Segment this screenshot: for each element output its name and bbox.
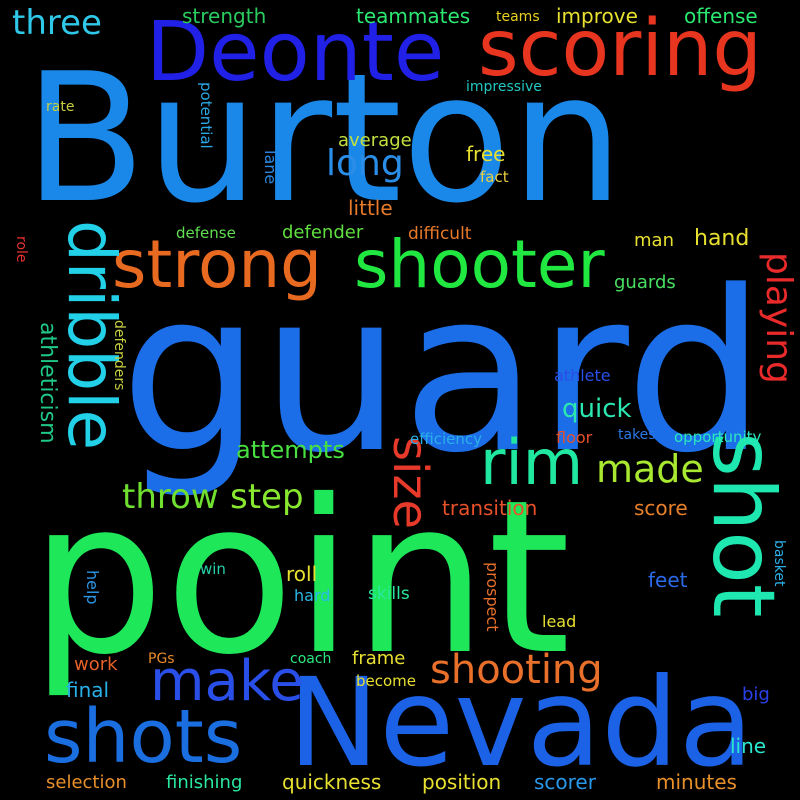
word-defenders: defenders: [111, 320, 127, 391]
word-potential: potential: [197, 82, 215, 149]
word-floor: floor: [556, 428, 593, 447]
word-step: step: [230, 477, 304, 517]
word-hard: hard: [294, 586, 331, 605]
word-minutes: minutes: [656, 770, 737, 794]
word-difficult: difficult: [408, 224, 472, 244]
word-strength: strength: [182, 4, 267, 28]
word-selection: selection: [46, 772, 127, 793]
word-hand: hand: [694, 226, 750, 251]
word-feet: feet: [648, 568, 688, 592]
word-basket: basket: [771, 540, 787, 587]
word-finishing: finishing: [166, 772, 243, 793]
word-pgs: PGs: [148, 651, 175, 667]
word-rate: rate: [46, 99, 75, 115]
word-frame: frame: [352, 648, 406, 669]
word-quick: quick: [562, 394, 632, 424]
word-final: final: [66, 678, 110, 702]
word-guard: guard: [120, 244, 766, 502]
word-lane: lane: [261, 150, 280, 185]
word-nevada: Nevada: [288, 652, 754, 794]
word-free: free: [466, 142, 506, 166]
word-big: big: [742, 684, 770, 705]
word-line: line: [730, 734, 767, 758]
word-burton: Burton: [24, 35, 624, 242]
word-skills: skills: [368, 584, 410, 604]
word-transition: transition: [442, 496, 538, 520]
word-strong: strong: [112, 226, 323, 303]
word-point: point: [30, 454, 571, 701]
word-efficiency: efficiency: [410, 430, 483, 448]
word-little: little: [348, 196, 393, 220]
word-lead: lead: [542, 612, 577, 631]
word-guards: guards: [614, 272, 676, 293]
word-takes: takes: [618, 427, 656, 443]
word-shots: shots: [44, 694, 243, 780]
word-quickness: quickness: [282, 770, 382, 794]
word-score: score: [634, 496, 688, 520]
word-make: make: [150, 649, 304, 714]
word-average: average: [338, 130, 412, 151]
word-roll: roll: [286, 562, 318, 586]
word-size: size: [382, 436, 438, 530]
word-improve: improve: [556, 4, 638, 28]
word-fact: fact: [480, 168, 509, 186]
word-scoring: scoring: [478, 4, 762, 94]
word-deonte: Deonte: [146, 5, 445, 100]
word-work: work: [74, 654, 118, 675]
word-man: man: [634, 230, 674, 251]
word-shooter: shooter: [354, 226, 605, 303]
word-rim: rim: [480, 426, 584, 499]
word-shooting: shooting: [430, 647, 603, 693]
word-role: role: [13, 236, 29, 263]
word-teams: teams: [496, 9, 540, 25]
word-offense: offense: [684, 4, 758, 28]
word-defender: defender: [282, 222, 364, 243]
word-athlete: athlete: [554, 366, 611, 385]
word-impressive: impressive: [466, 79, 542, 95]
word-shot: shot: [693, 432, 793, 618]
word-position: position: [422, 770, 502, 794]
word-scorer: scorer: [534, 770, 596, 794]
word-long: long: [326, 143, 404, 184]
word-defense: defense: [176, 224, 236, 242]
word-playing: playing: [758, 252, 799, 384]
word-made: made: [596, 447, 704, 491]
word-win: win: [200, 560, 226, 578]
word-teammates: teammates: [356, 4, 471, 28]
word-athleticism: athleticism: [35, 322, 60, 444]
word-coach: coach: [290, 651, 332, 667]
word-attempts: attempts: [236, 436, 345, 464]
word-prospect: prospect: [483, 562, 502, 632]
word-three: three: [12, 3, 102, 43]
word-become: become: [356, 672, 417, 690]
word-throw: throw: [122, 477, 219, 517]
word-opportunity: opportunity: [674, 428, 762, 446]
word-help: help: [83, 570, 102, 605]
